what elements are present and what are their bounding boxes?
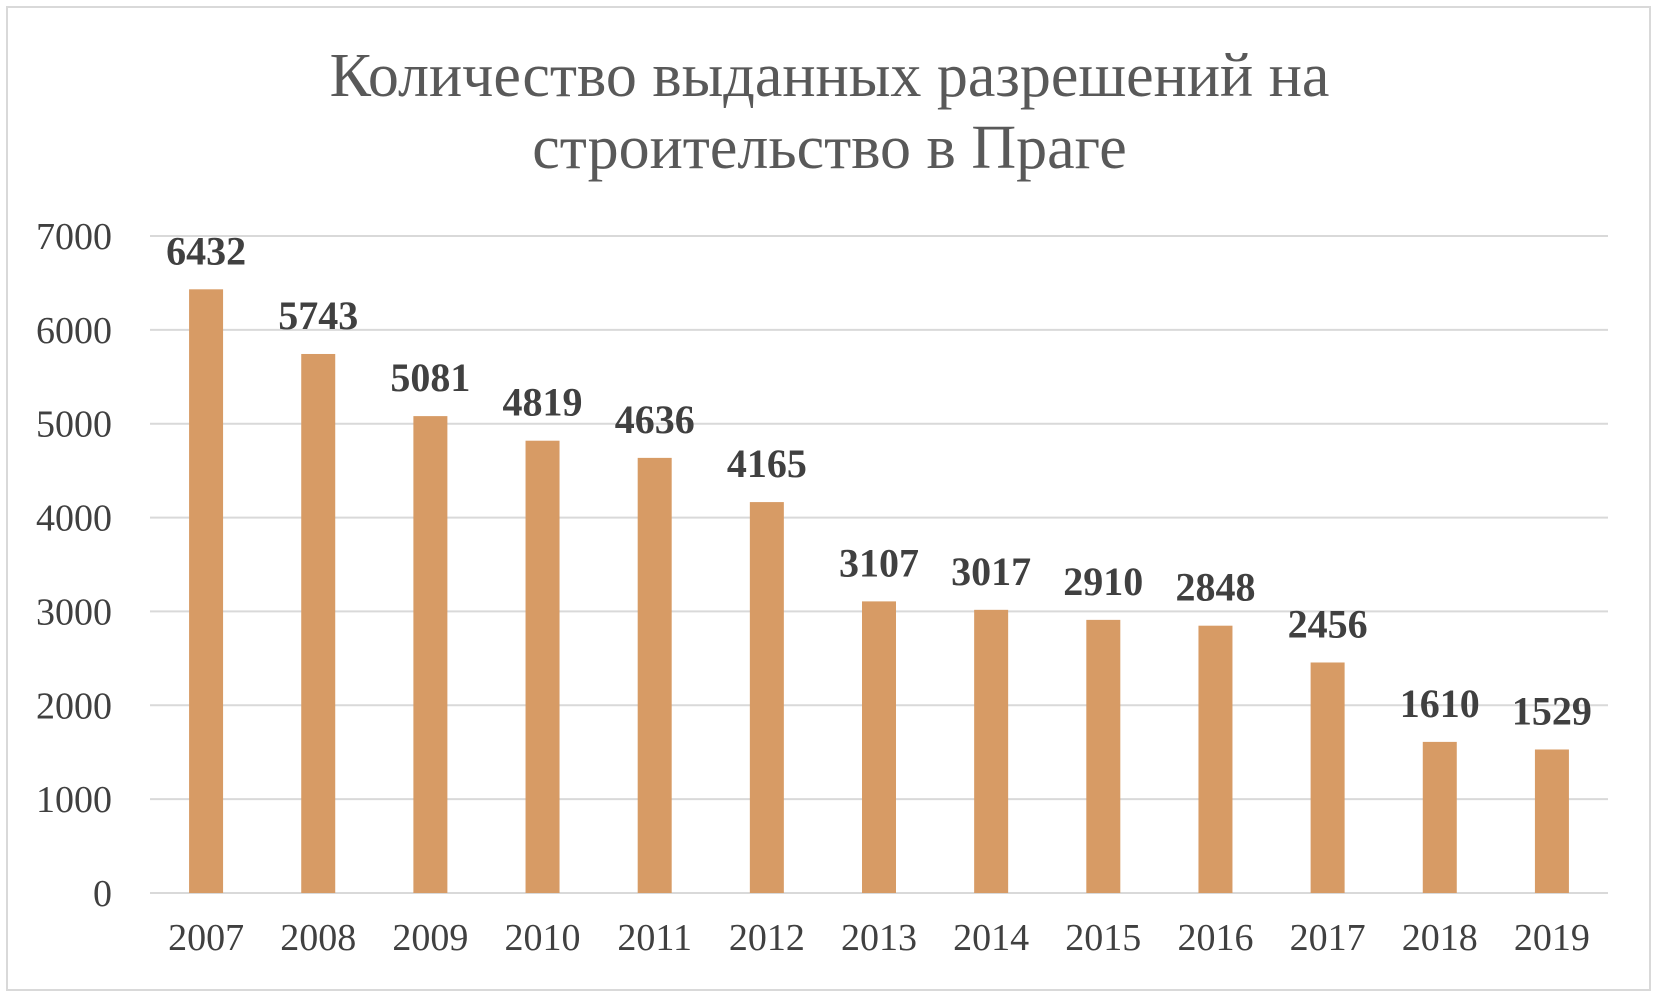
x-tick-label: 2019 [1514,917,1590,959]
bar-2007 [189,289,224,893]
x-tick-label: 2014 [953,917,1029,959]
x-tick-label: 2015 [1065,917,1141,959]
y-axis-labels: 0 1000 2000 3000 4000 5000 6000 7000 [36,216,112,915]
data-label-2017: 2456 [1288,601,1368,646]
bar-2010 [525,440,560,893]
chart-title-line-2: строительство в Праге [532,114,1127,182]
bar-2008 [301,353,336,894]
data-label-2014: 3017 [951,549,1031,594]
chart-frame [6,6,1651,991]
y-tick-label: 7000 [36,216,112,258]
data-label-2009: 5081 [390,355,470,400]
bar-2014 [974,609,1009,893]
x-tick-label: 2011 [617,917,692,959]
bar-2018 [1422,741,1457,893]
bar-2016 [1198,625,1233,893]
x-tick-label: 2017 [1290,917,1366,959]
x-axis-labels: 2007 2008 2009 2010 2011 2012 2013 2014 2015 2016… [168,917,1590,959]
y-tick-label: 5000 [36,404,112,446]
x-tick-label: 2013 [841,917,917,959]
y-tick-label: 2000 [36,685,112,727]
bar-2015 [1086,619,1121,893]
bar-2011 [637,457,672,893]
y-tick-label: 3000 [36,591,112,633]
data-label-2007: 6432 [166,228,246,273]
x-tick-label: 2009 [392,917,468,959]
data-label-2013: 3107 [839,540,919,585]
bar-2017 [1310,662,1345,893]
chart-title-line-1: Количество выданных разрешений на [329,42,1330,110]
bar-2012 [749,502,784,893]
data-label-2010: 4819 [503,380,583,425]
chart-title: Количество выданных разрешений на строит… [0,40,1659,184]
bar-2013 [862,601,896,893]
data-label-2011: 4636 [615,397,695,442]
data-labels: 6432 5743 5081 4819 4636 4165 3107 3017 2910 2848… [166,228,1592,733]
data-label-2019: 1529 [1512,688,1592,733]
y-tick-label: 1000 [36,779,112,821]
x-tick-label: 2016 [1177,917,1253,959]
y-tick-label: 4000 [36,498,112,540]
data-label-2012: 4165 [727,441,807,486]
data-label-2018: 1610 [1400,681,1480,726]
x-tick-label: 2008 [280,917,356,959]
x-tick-label: 2007 [168,917,244,959]
bars [189,289,1569,894]
data-label-2016: 2848 [1175,565,1255,610]
y-tick-label: 6000 [36,310,112,352]
data-label-2015: 2910 [1063,559,1143,604]
bar-2009 [413,416,448,893]
x-tick-label: 2010 [505,917,581,959]
data-label-2008: 5743 [278,293,358,338]
x-tick-label: 2018 [1402,917,1478,959]
x-tick-label: 2012 [729,917,805,959]
bar-2019 [1534,749,1569,893]
y-tick-label: 0 [93,873,112,915]
